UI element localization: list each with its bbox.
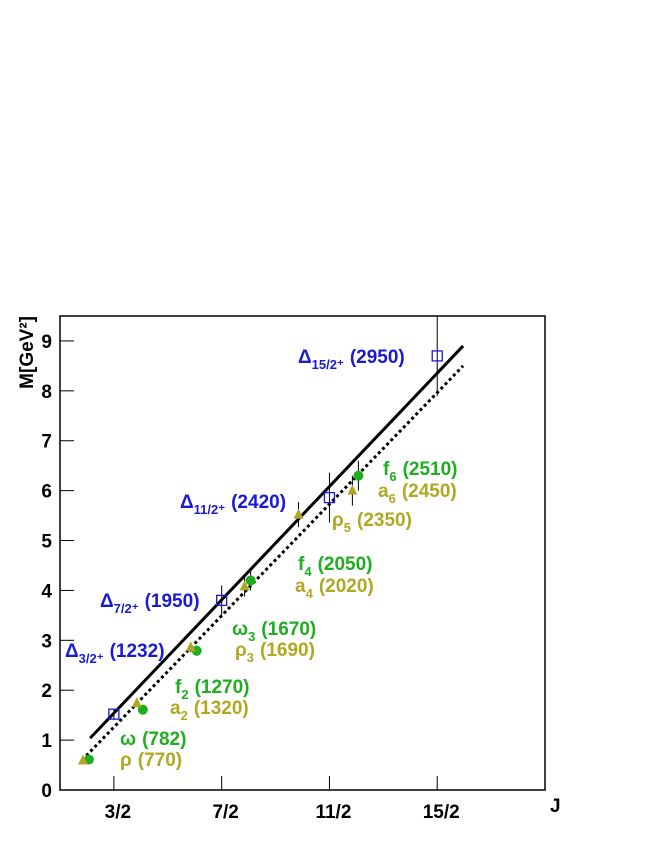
point xyxy=(191,645,202,656)
point-label: f2 (1270) xyxy=(175,677,249,702)
label-symbol: a xyxy=(378,481,389,502)
point-label: a6 (2450) xyxy=(378,481,457,506)
label-subscript: 4 xyxy=(306,586,314,601)
label-symbol: f xyxy=(175,677,182,698)
label-mass: (2350) xyxy=(357,510,412,531)
y-tick-label: 1 xyxy=(41,731,52,752)
point-label: f4 (2050) xyxy=(298,554,372,579)
point-label: Δ3/2⁺ (1232) xyxy=(65,641,165,666)
y-tick-label: 9 xyxy=(41,332,52,353)
label-mass: (1320) xyxy=(194,698,249,719)
plot-frame xyxy=(59,315,546,791)
label-subscript: 3 xyxy=(247,650,254,665)
point xyxy=(293,508,304,519)
label-mass: (1950) xyxy=(145,591,200,612)
label-mass: (2510) xyxy=(403,459,458,480)
point-label: Δ15/2⁺ (2950) xyxy=(298,347,405,372)
point xyxy=(77,754,88,765)
x-tick-label: 3/2 xyxy=(105,802,131,823)
y-axis-label: M[GeV²] xyxy=(17,316,38,389)
label-subscript: 6 xyxy=(389,469,396,484)
label-subscript: 7/2⁺ xyxy=(114,601,139,616)
label-mass: (782) xyxy=(142,729,186,750)
point xyxy=(353,470,364,481)
point xyxy=(245,575,256,586)
y-tick-label: 2 xyxy=(41,681,52,702)
label-subscript: 6 xyxy=(389,491,396,506)
trend-line xyxy=(81,364,465,762)
x-tick-label: 7/2 xyxy=(212,802,238,823)
label-mass: (770) xyxy=(138,750,182,771)
label-mass: (2450) xyxy=(402,481,457,502)
point-label: f6 (2510) xyxy=(383,459,457,484)
point xyxy=(216,594,228,607)
label-mass: (2950) xyxy=(350,347,405,368)
label-symbol: Δ xyxy=(298,347,312,368)
label-symbol: Δ xyxy=(180,492,194,513)
label-subscript: 4 xyxy=(304,564,312,579)
label-mass: (1270) xyxy=(195,677,250,698)
label-subscript: 5 xyxy=(344,520,351,535)
label-subscript: 3/2⁺ xyxy=(79,651,104,666)
label-symbol: ρ xyxy=(332,510,344,531)
label-symbol: f xyxy=(383,459,390,480)
label-subscript: 3 xyxy=(248,629,255,644)
point xyxy=(323,491,336,504)
label-symbol: a xyxy=(170,698,181,719)
point xyxy=(185,641,196,652)
label-mass: (1690) xyxy=(260,640,315,661)
point-label: ρ5 (2350) xyxy=(332,510,412,535)
point xyxy=(347,484,358,495)
trend-line xyxy=(89,344,465,740)
label-symbol: ω xyxy=(232,619,248,640)
label-mass: (2020) xyxy=(319,576,374,597)
y-tick-label: 3 xyxy=(41,631,52,652)
label-subscript: 11/2⁺ xyxy=(194,502,226,517)
y-tick-label: 4 xyxy=(41,581,52,602)
label-subscript: 15/2⁺ xyxy=(312,357,344,372)
label-symbol: ρ xyxy=(235,640,247,661)
label-symbol: Δ xyxy=(65,641,79,662)
label-mass: (1232) xyxy=(110,641,165,662)
point-label: a4 (2020) xyxy=(295,576,374,601)
x-tick-label: 15/2 xyxy=(423,802,460,823)
point-label: ω3 (1670) xyxy=(232,619,316,644)
y-tick-label: 6 xyxy=(41,482,52,503)
y-tick-label: 0 xyxy=(41,781,52,802)
y-tick-label: 5 xyxy=(41,532,52,553)
y-tick-label: 8 xyxy=(41,382,52,403)
point xyxy=(131,697,142,708)
point-label: ω (782) xyxy=(120,729,186,750)
point-label: ρ (770) xyxy=(120,750,182,771)
label-subscript: 2 xyxy=(181,708,188,723)
label-mass: (2050) xyxy=(318,554,373,575)
point-label: a2 (1320) xyxy=(170,698,249,723)
label-symbol: f xyxy=(298,554,305,575)
x-tick-label: 11/2 xyxy=(315,802,351,823)
label-subscript: 2 xyxy=(181,687,188,702)
point xyxy=(431,350,443,362)
label-symbol: Δ xyxy=(100,591,114,612)
x-axis-label: J xyxy=(550,796,561,817)
label-symbol: ρ xyxy=(120,750,132,771)
label-symbol: a xyxy=(295,576,306,597)
point-label: ρ3 (1690) xyxy=(235,640,315,665)
point xyxy=(108,708,120,720)
point-label: Δ7/2⁺ (1950) xyxy=(100,591,200,616)
label-mass: (2420) xyxy=(231,492,286,513)
y-tick-label: 7 xyxy=(41,432,52,453)
point xyxy=(239,580,250,591)
label-mass: (1670) xyxy=(261,619,316,640)
label-symbol: ω xyxy=(120,729,136,750)
point-label: Δ11/2⁺ (2420) xyxy=(180,492,286,517)
